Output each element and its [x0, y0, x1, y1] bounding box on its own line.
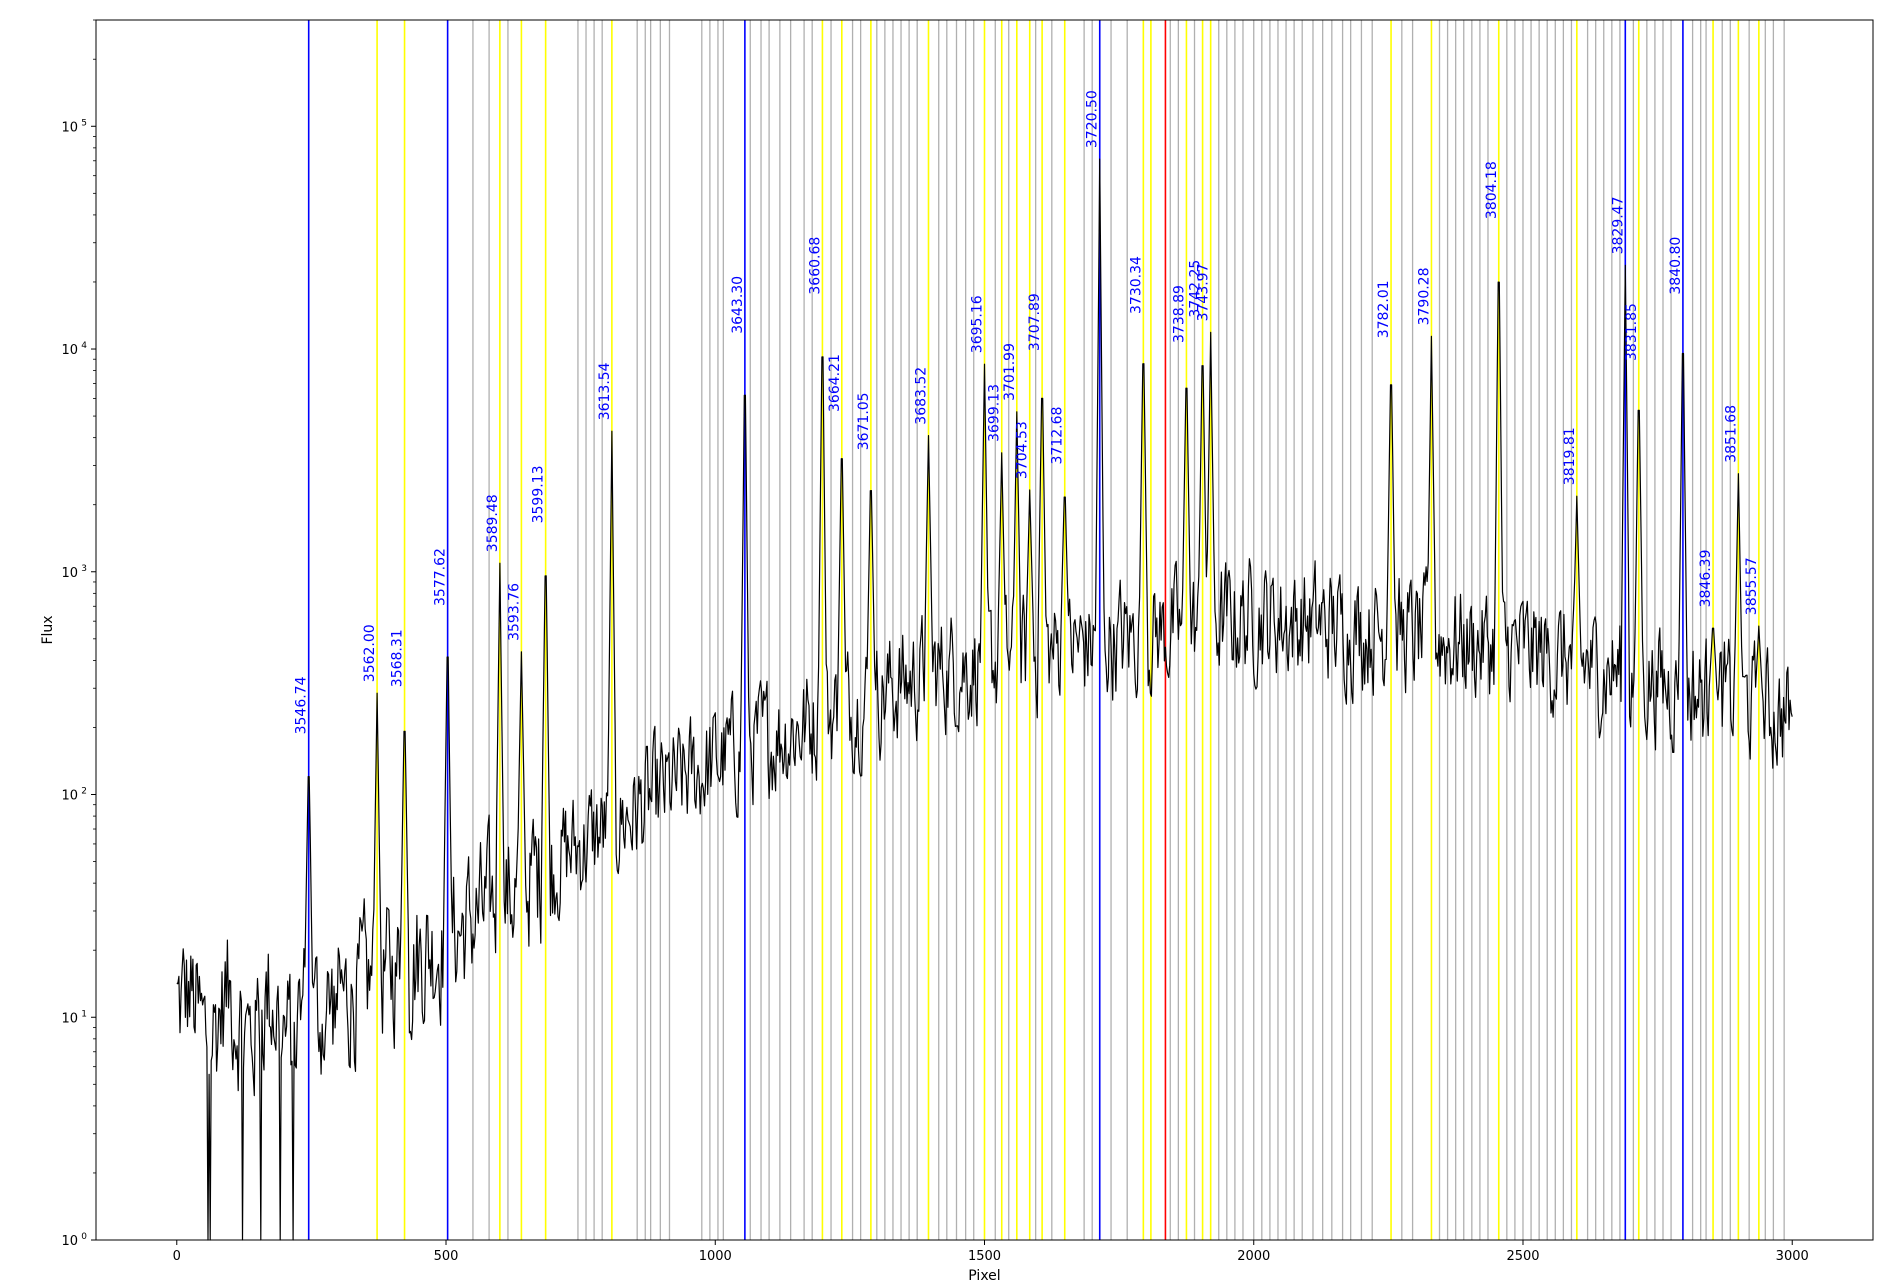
line-label: 3695.16 — [970, 295, 986, 353]
y-tick-label: 10 — [61, 566, 78, 581]
x-tick-label: 1500 — [968, 1249, 1001, 1264]
y-tick-label: 10 — [61, 1011, 78, 1026]
spectrum-series — [176, 158, 1793, 1241]
line-label: 3568.31 — [390, 629, 406, 687]
line-label: 3742.25 — [1188, 260, 1204, 318]
line-label: 3738.89 — [1171, 285, 1187, 343]
spectrum-line — [176, 158, 1793, 1241]
y-tick-label: 10 — [61, 120, 78, 135]
y-tick-exponent: 2 — [81, 787, 87, 797]
line-label: 3599.13 — [531, 465, 547, 523]
line-label: 3683.52 — [914, 367, 930, 425]
line-label: 3782.01 — [1376, 280, 1392, 338]
line-label: 3671.05 — [856, 392, 872, 450]
line-label: 3664.21 — [827, 354, 843, 412]
x-tick-label: 3000 — [1776, 1249, 1809, 1264]
line-label: 3851.68 — [1723, 405, 1739, 463]
line-label: 3819.81 — [1562, 427, 1578, 485]
line-label: 3712.68 — [1050, 407, 1066, 465]
x-tick-label: 500 — [434, 1249, 459, 1264]
line-label: 3846.39 — [1698, 549, 1714, 607]
y-tick-label: 10 — [61, 789, 78, 804]
line-label: 3699.13 — [987, 384, 1003, 442]
line-label: 3840.80 — [1668, 237, 1684, 295]
line-label: 3613.54 — [597, 362, 613, 420]
y-tick-label: 10 — [61, 1234, 78, 1249]
x-tick-label: 2500 — [1506, 1249, 1539, 1264]
y-axis-label: Flux — [40, 615, 56, 644]
line-label: 3589.48 — [485, 494, 501, 552]
x-tick-label: 2000 — [1237, 1249, 1270, 1264]
line-label: 3562.00 — [362, 624, 378, 682]
line-label: 3546.74 — [294, 676, 310, 734]
y-tick-exponent: 3 — [81, 564, 87, 574]
line-label: 3831.85 — [1624, 303, 1640, 361]
y-tick-exponent: 1 — [81, 1009, 87, 1019]
x-axis-label: Pixel — [968, 1268, 1000, 1284]
line-label: 3707.89 — [1027, 293, 1043, 351]
x-tick-label: 1000 — [699, 1249, 732, 1264]
x-tick-label: 0 — [173, 1249, 181, 1264]
line-labels: 3546.74 3562.00 3568.31 3577.62 3589.48 3593.… — [294, 90, 1760, 734]
line-label: 3660.68 — [807, 237, 823, 295]
y-tick-exponent: 4 — [81, 341, 87, 351]
line-label: 3704.53 — [1015, 421, 1031, 479]
reference-lines — [307, 20, 1785, 1240]
y-tick-exponent: 0 — [81, 1232, 87, 1242]
line-label: 3577.62 — [433, 548, 449, 606]
x-axis: 0 500 1000 1500 2000 2500 3000 — [173, 1240, 1809, 1264]
line-label: 3829.47 — [1610, 196, 1626, 254]
y-tick-label: 10 — [61, 343, 78, 358]
line-label: 3720.50 — [1085, 90, 1101, 148]
line-label: 3643.30 — [730, 276, 746, 334]
line-label: 3730.34 — [1128, 256, 1144, 314]
line-label: 3701.99 — [1002, 343, 1018, 401]
line-label: 3593.76 — [506, 583, 522, 641]
line-label: 3804.18 — [1484, 161, 1500, 219]
line-label: 3790.28 — [1416, 267, 1432, 325]
line-label: 3743.97 — [1196, 263, 1212, 321]
y-tick-exponent: 5 — [81, 118, 87, 128]
line-label: 3855.57 — [1744, 557, 1760, 615]
